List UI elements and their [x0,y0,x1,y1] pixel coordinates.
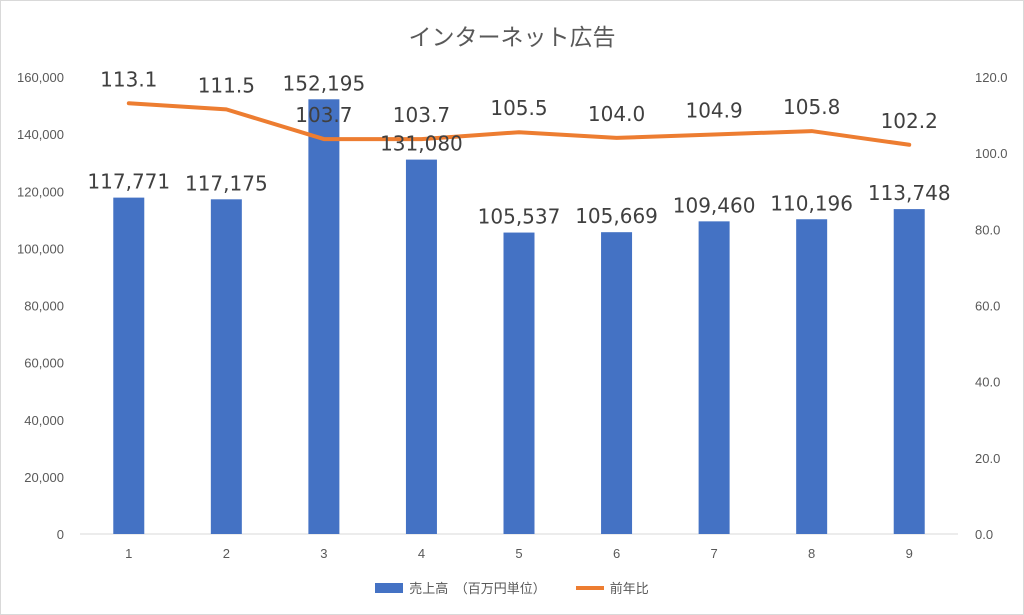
x-tick-label: 9 [906,546,913,561]
yoy-data-label: 103.7 [295,103,352,127]
sales-data-label: 117,175 [185,171,268,195]
y-left-tick-label: 160,000 [17,70,64,85]
y-right-tick-label: 60.0 [975,299,1000,314]
x-tick-label: 4 [418,546,425,561]
y-right-tick-label: 0.0 [975,527,993,542]
sales-bar [893,209,925,534]
yoy-data-label: 102.2 [881,109,938,133]
chart-legend: 売上高 （百万円単位） 前年比 [0,578,1024,597]
yoy-data-label: 104.9 [685,99,742,123]
y-left-tick-label: 0 [57,527,64,542]
y-right-tick-label: 120.0 [975,70,1008,85]
chart-title: インターネット広告 [408,25,616,51]
y-right-tick-label: 80.0 [975,222,1000,237]
x-tick-label: 2 [223,546,230,561]
x-tick-label: 5 [515,546,522,561]
yoy-data-label: 103.7 [393,103,450,127]
y-left-tick-label: 80,000 [24,299,64,314]
sales-data-label: 117,771 [87,170,170,194]
sales-bar [210,199,242,534]
x-tick-label: 7 [710,546,717,561]
y-right-tick-label: 100.0 [975,146,1008,161]
legend-label-yoy: 前年比 [609,582,649,597]
legend-swatch-sales [375,582,404,593]
y-left-tick-label: 140,000 [17,127,64,142]
legend-item-yoy: 前年比 [575,578,649,597]
legend-swatch-yoy [575,585,604,590]
yoy-data-label: 111.5 [198,73,255,97]
x-tick-label: 3 [320,546,327,561]
y-left-tick-label: 20,000 [24,470,64,485]
sales-data-label: 110,196 [770,191,853,215]
sales-bar [405,159,437,534]
sales-bar [698,221,730,535]
y-left-tick-label: 100,000 [17,241,64,256]
sales-data-label: 109,460 [673,193,756,217]
sales-bar [113,197,145,534]
y-left-tick-label: 60,000 [24,356,64,371]
sales-data-label: 105,537 [478,205,561,229]
yoy-data-label: 104.0 [588,102,645,126]
legend-item-sales: 売上高 （百万円単位） [375,578,546,597]
legend-label-sales: 売上高 （百万円単位） [409,582,546,597]
sales-bar [796,219,828,534]
y-right-tick-label: 40.0 [975,375,1000,390]
y-right-tick-label: 20.0 [975,451,1000,466]
sales-bar [308,99,340,534]
sales-bar [601,232,633,534]
yoy-data-label: 105.8 [783,95,840,119]
sales-data-label: 113,748 [868,181,951,205]
sales-data-label: 152,195 [283,71,366,95]
y-left-tick-label: 120,000 [17,184,64,199]
x-tick-label: 6 [613,546,620,561]
y-left-tick-label: 40,000 [24,413,64,428]
yoy-data-label: 105.5 [490,96,547,120]
x-tick-label: 8 [808,546,815,561]
sales-bar [503,232,535,534]
yoy-data-label: 113.1 [100,67,157,91]
yoy-ratio-line [126,101,912,147]
sales-data-label: 105,669 [575,204,658,228]
x-tick-label: 1 [125,546,132,561]
sales-data-label: 131,080 [380,132,463,156]
